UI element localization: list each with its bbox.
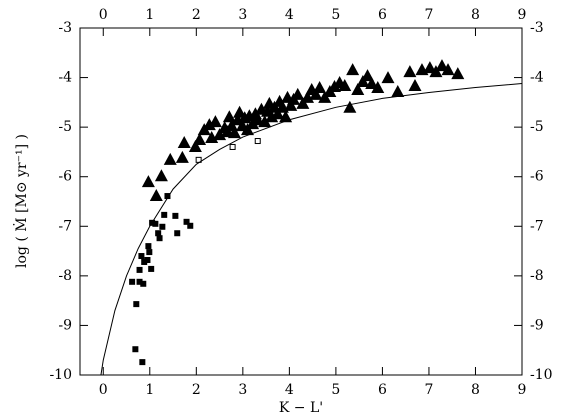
- triangle-point: [361, 69, 375, 82]
- square-point: [146, 249, 153, 256]
- square-point: [172, 212, 179, 219]
- square-point: [155, 230, 162, 237]
- x-tick-label-top: 1: [145, 7, 154, 23]
- square-point: [136, 278, 143, 285]
- square-point: [159, 223, 166, 230]
- square-point: [138, 253, 145, 260]
- square-point: [133, 301, 140, 308]
- triangle-point: [338, 78, 352, 91]
- square-point: [183, 218, 190, 225]
- triangle-point: [177, 136, 191, 149]
- plot-frame: [79, 27, 523, 376]
- triangle-point: [381, 71, 395, 84]
- triangle-point: [309, 87, 323, 100]
- y-axis-label: log ( Ṁ [M⊙ yr⁻¹] ): [12, 134, 30, 268]
- x-tick-label: 8: [471, 382, 480, 398]
- y-tick-label-right: -4: [530, 70, 544, 86]
- triangle-point: [193, 133, 207, 146]
- x-tick-label-top: 5: [331, 7, 340, 23]
- triangle-point: [441, 63, 455, 76]
- square-point: [141, 258, 148, 265]
- square-point: [129, 278, 136, 285]
- triangle-point: [346, 63, 360, 76]
- x-tick-label: 2: [192, 382, 201, 398]
- y-tick-label-right: -9: [530, 317, 544, 333]
- square-point: [187, 222, 194, 229]
- triangle-point: [258, 115, 272, 128]
- x-tick-label: 3: [238, 382, 247, 398]
- triangle-point: [435, 59, 449, 72]
- square-point: [140, 280, 147, 287]
- triangle-point: [163, 152, 177, 165]
- triangle-point: [154, 169, 168, 182]
- square-point: [139, 359, 146, 366]
- square-point: [136, 266, 143, 273]
- triangle-point: [175, 150, 189, 163]
- triangle-point: [351, 82, 365, 95]
- x-tick-label-top: 4: [285, 7, 294, 23]
- triangle-point: [371, 80, 385, 93]
- triangle-point: [403, 65, 417, 78]
- y-tick-label-right: -5: [530, 119, 544, 135]
- y-tick-label: -6: [58, 169, 72, 185]
- y-tick-label-right: -6: [530, 169, 544, 185]
- y-tick-label: -9: [58, 317, 72, 333]
- model-curve: [100, 83, 523, 376]
- y-tick-label: -3: [58, 20, 72, 36]
- x-tick-label: 9: [518, 382, 527, 398]
- triangle-point: [279, 110, 293, 123]
- triangle-point: [313, 80, 327, 93]
- triangle-point: [291, 87, 305, 100]
- x-tick-label-top: 3: [238, 7, 247, 23]
- triangle-point: [188, 139, 202, 152]
- x-tick-label-top: 8: [471, 7, 480, 23]
- triangle-point: [343, 100, 357, 113]
- x-tick-label: 5: [331, 382, 340, 398]
- y-tick-label: -8: [58, 268, 72, 284]
- square-point: [174, 230, 181, 237]
- open-square-point: [229, 143, 236, 150]
- x-tick-label: 7: [424, 382, 433, 398]
- x-tick-label: 0: [99, 382, 108, 398]
- triangle-point: [408, 78, 422, 91]
- triangle-point: [271, 107, 285, 120]
- triangle-point: [451, 67, 465, 80]
- y-tick-label-right: -3: [530, 20, 544, 36]
- square-point: [164, 193, 171, 200]
- square-point: [145, 243, 152, 250]
- x-tick-label-top: 9: [518, 7, 527, 23]
- square-point: [144, 256, 151, 263]
- x-tick-label: 4: [285, 382, 294, 398]
- x-tick-label: 1: [145, 382, 154, 398]
- square-point: [161, 211, 168, 218]
- triangle-point: [141, 175, 155, 188]
- triangle-point: [149, 189, 163, 202]
- triangle-point: [365, 77, 379, 90]
- square-point: [152, 220, 159, 227]
- x-tick-label-top: 2: [192, 7, 201, 23]
- triangle-point: [423, 61, 437, 74]
- x-axis-label: K − L': [279, 400, 323, 416]
- x-tick-label-top: 6: [378, 7, 387, 23]
- open-square-point: [254, 138, 261, 145]
- triangle-point: [222, 110, 236, 123]
- x-tick-label-top: 0: [99, 7, 108, 23]
- y-tick-label: -5: [58, 119, 72, 135]
- square-point: [156, 235, 163, 242]
- y-tick-label-right: -10: [530, 367, 553, 383]
- triangle-point: [391, 84, 405, 97]
- y-tick-label: -4: [58, 70, 72, 86]
- x-tick-label-top: 7: [424, 7, 433, 23]
- triangle-point: [208, 115, 222, 128]
- y-tick-label: -7: [58, 218, 72, 234]
- y-tick-label: -10: [49, 367, 72, 383]
- triangle-point: [227, 126, 241, 139]
- y-tick-label-right: -8: [530, 268, 544, 284]
- y-tick-label-right: -7: [530, 218, 544, 234]
- x-tick-label: 6: [378, 382, 387, 398]
- square-point: [148, 265, 155, 272]
- square-point: [132, 346, 139, 353]
